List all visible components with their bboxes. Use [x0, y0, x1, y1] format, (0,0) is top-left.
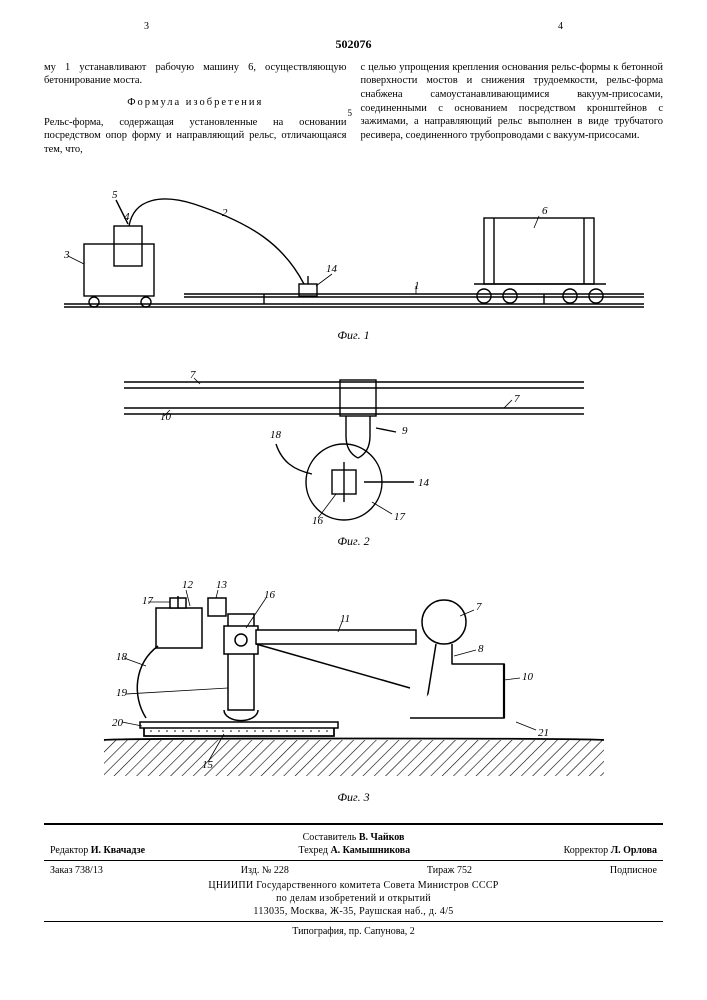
fig3-l8: 8 [478, 643, 484, 655]
fig3-l15: 15 [202, 759, 214, 771]
fig3-l18: 18 [116, 651, 128, 663]
fig3-l21: 21 [538, 727, 549, 739]
fig3-l20: 20 [112, 717, 124, 729]
podpis: Подписное [610, 864, 657, 877]
fig1-l5: 5 [112, 189, 118, 201]
page-num-left: 3 [144, 20, 149, 33]
fig2-caption: Фиг. 2 [44, 534, 663, 550]
editors-row: Редактор И. Квачадзе Техред А. Камышнико… [44, 844, 663, 857]
fig3-l7: 7 [476, 601, 482, 613]
fig3-l13: 13 [216, 579, 228, 591]
fig2-l7b: 7 [514, 393, 520, 405]
fig2-l14: 14 [418, 477, 430, 489]
line-number: 5 [348, 108, 353, 120]
document-number: 502076 [44, 37, 663, 53]
figure-3: 12 13 16 17 18 19 20 15 11 7 8 10 21 [44, 568, 663, 806]
composer-name: В. Чайков [359, 832, 405, 843]
print-row: Заказ 738/13 Изд. № 228 Тираж 752 Подпис… [44, 864, 663, 877]
page-numbers: 3 4 [44, 20, 663, 37]
typography: Типография, пр. Сапунова, 2 [44, 925, 663, 938]
fig3-l17: 17 [142, 595, 154, 607]
fig3-l10: 10 [522, 671, 534, 683]
fig1-svg: 5 3 4 2 14 1 6 [54, 176, 654, 326]
izd: Изд. № 228 [241, 864, 289, 877]
fig3-l16: 16 [264, 589, 276, 601]
right-column: с целью упрощения крепления основания ре… [361, 61, 664, 163]
org1: ЦНИИПИ Государственного комитета Совета … [44, 879, 663, 892]
figures-block: 5 3 4 2 14 1 6 Фиг. 1 [44, 176, 663, 805]
fig1-l3: 3 [63, 249, 70, 261]
composer-label: Составитель [303, 832, 357, 843]
fig3-svg: 12 13 16 17 18 19 20 15 11 7 8 10 21 [84, 568, 624, 788]
fig1-l2: 2 [222, 207, 228, 219]
corrector: Корректор Л. Орлова [564, 844, 657, 857]
left-column: му 1 устанавливают рабочую машину 6, осу… [44, 61, 347, 163]
order: Заказ 738/13 [50, 864, 103, 877]
fig2-l18: 18 [270, 429, 282, 441]
fig2-l9: 9 [402, 425, 408, 437]
techred: Техред А. Камышникова [299, 844, 411, 857]
fig2-l16: 16 [312, 515, 324, 527]
right-p1: с целью упрощения крепления основания ре… [361, 61, 664, 143]
fig1-l4: 4 [124, 211, 130, 223]
addr: 113035, Москва, Ж-35, Раушская наб., д. … [44, 905, 663, 918]
composer-line: Составитель В. Чайков [44, 831, 663, 844]
fig3-caption: Фиг. 3 [44, 790, 663, 806]
claim-title: Формула изобретения [44, 96, 347, 110]
footer: Составитель В. Чайков Редактор И. Квачад… [44, 823, 663, 938]
tirazh: Тираж 752 [427, 864, 472, 877]
fig3-l12: 12 [182, 579, 194, 591]
fig1-l6: 6 [542, 205, 548, 217]
fig2-l17: 17 [394, 511, 406, 523]
figure-1: 5 3 4 2 14 1 6 Фиг. 1 [44, 176, 663, 344]
left-p2: Рельс-форма, содержащая установленные на… [44, 116, 347, 157]
fig2-svg: 10 7 7 9 14 16 17 18 [114, 362, 594, 532]
fig1-l14: 14 [326, 263, 338, 275]
page-num-right: 4 [558, 20, 563, 33]
editor: Редактор И. Квачадзе [50, 844, 145, 857]
left-p1: му 1 устанавливают рабочую машину 6, осу… [44, 61, 347, 88]
figure-2: 10 7 7 9 14 16 17 18 Фиг. 2 [44, 362, 663, 550]
fig2-l10: 10 [160, 411, 172, 423]
fig1-caption: Фиг. 1 [44, 328, 663, 344]
fig3-l19: 19 [116, 687, 128, 699]
text-columns: му 1 устанавливают рабочую машину 6, осу… [44, 61, 663, 163]
fig1-l1: 1 [414, 280, 420, 292]
org2: по делам изобретений и открытий [44, 892, 663, 905]
